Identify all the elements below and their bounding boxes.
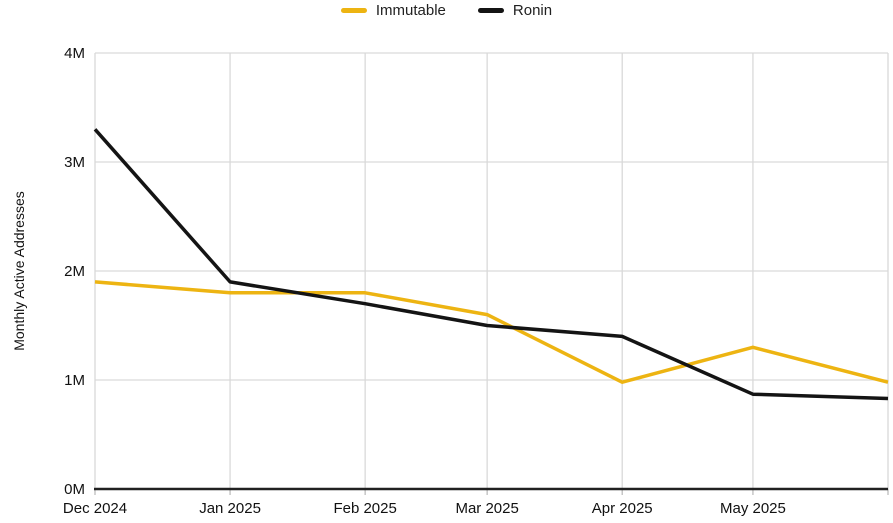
series-line-immutable	[94, 280, 889, 384]
legend-label: Immutable	[375, 2, 446, 19]
x-tick-label: May 2025	[720, 500, 786, 517]
y-axis-title: Monthly Active Addresses	[11, 191, 27, 351]
y-tick-label: 0M	[64, 481, 85, 498]
y-tick-label: 1M	[64, 372, 85, 389]
legend-item-ronin[interactable]: Ronin	[477, 2, 553, 19]
legend-label: Ronin	[512, 2, 553, 19]
x-tick-label: Jan 2025	[199, 500, 261, 517]
legend-swatch-icon	[340, 8, 367, 13]
x-tick-label: Apr 2025	[592, 500, 653, 517]
x-tick-label: Feb 2025	[333, 500, 396, 517]
x-tick-label: Dec 2024	[63, 500, 127, 517]
legend-item-immutable[interactable]: Immutable	[340, 2, 446, 19]
legend-swatch-icon	[477, 8, 504, 13]
y-tick-label: 2M	[64, 263, 85, 280]
chart-legend: Immutable Ronin	[0, 2, 893, 19]
x-tick-label: Mar 2025	[455, 500, 518, 517]
y-tick-label: 4M	[64, 45, 85, 62]
series-line-ronin	[93, 128, 889, 401]
y-tick-label: 3M	[64, 154, 85, 171]
